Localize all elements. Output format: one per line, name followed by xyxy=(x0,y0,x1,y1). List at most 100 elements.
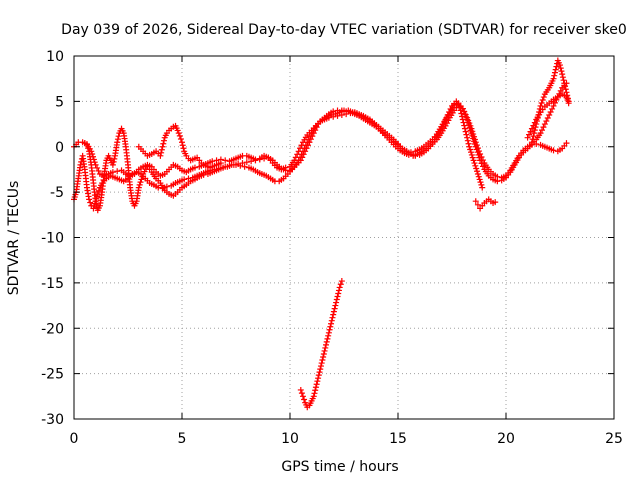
data-point xyxy=(462,128,469,135)
data-point xyxy=(543,118,550,125)
data-point xyxy=(312,384,319,391)
data-point xyxy=(347,110,354,117)
data-point xyxy=(564,97,571,104)
data-point xyxy=(474,149,481,156)
data-point xyxy=(315,375,322,382)
data-point xyxy=(310,393,317,400)
data-point xyxy=(86,196,93,203)
y-tick-labels: 10 5 0 -5 -10 -15 -20 -25 -30 xyxy=(41,49,64,428)
data-point xyxy=(465,121,472,128)
data-point xyxy=(529,136,536,143)
data-point xyxy=(546,111,553,118)
data-point xyxy=(551,99,558,106)
data-point xyxy=(158,146,165,153)
data-point xyxy=(135,184,142,191)
x-axis-label: GPS time / hours xyxy=(281,459,398,475)
data-point xyxy=(537,102,544,109)
data-point xyxy=(163,183,170,190)
data-point xyxy=(322,344,329,351)
data-point xyxy=(463,113,470,120)
data-point xyxy=(460,108,467,115)
data-point xyxy=(181,176,188,183)
data-point xyxy=(83,141,90,148)
data-point xyxy=(469,132,476,139)
x-tick-label: 15 xyxy=(389,431,407,447)
data-point xyxy=(471,138,478,145)
data-point xyxy=(252,157,259,164)
data-point xyxy=(114,136,121,143)
data-point xyxy=(531,119,538,126)
data-point xyxy=(528,125,535,132)
data-point xyxy=(464,119,471,126)
data-point xyxy=(302,142,309,149)
data-point xyxy=(239,160,246,167)
series-track-8 xyxy=(297,278,345,411)
data-point xyxy=(158,149,165,156)
data-point xyxy=(330,113,337,120)
data-point xyxy=(94,164,101,171)
data-point xyxy=(325,332,332,339)
chart-title: Day 039 of 2026, Sidereal Day-to-day VTE… xyxy=(61,22,627,38)
data-point xyxy=(177,136,184,143)
data-point xyxy=(305,136,312,143)
data-point xyxy=(324,335,331,342)
y-tick-label: -30 xyxy=(41,412,64,428)
data-point xyxy=(327,323,334,330)
data-point xyxy=(261,155,268,162)
data-point xyxy=(317,366,324,373)
data-point xyxy=(477,179,484,186)
data-point xyxy=(307,133,314,140)
data-point xyxy=(471,141,478,148)
data-point xyxy=(560,77,567,84)
data-point xyxy=(561,80,568,87)
data-point xyxy=(330,108,337,115)
data-point xyxy=(479,184,486,191)
data-point xyxy=(530,133,537,140)
data-point xyxy=(531,130,538,137)
data-point xyxy=(304,139,311,146)
data-point xyxy=(464,134,471,141)
data-point xyxy=(155,184,162,191)
data-point xyxy=(160,140,167,147)
data-point xyxy=(563,140,570,147)
data-point xyxy=(334,112,341,119)
data-point xyxy=(468,130,475,137)
data-point xyxy=(323,341,329,348)
axis-ticks xyxy=(73,55,615,420)
data-point xyxy=(315,372,322,379)
data-point xyxy=(538,99,545,106)
data-point xyxy=(330,311,337,318)
y-tick-label: -20 xyxy=(41,321,64,337)
data-point xyxy=(473,146,480,153)
data-point xyxy=(524,134,531,141)
data-point xyxy=(563,93,570,100)
data-point xyxy=(174,127,181,134)
data-point xyxy=(319,357,326,364)
data-point xyxy=(492,199,499,206)
data-point xyxy=(138,176,145,183)
data-point xyxy=(316,369,323,376)
data-point xyxy=(562,86,569,93)
data-point xyxy=(176,132,183,139)
data-point xyxy=(85,145,92,152)
data-point xyxy=(478,160,485,167)
data-point xyxy=(110,158,117,165)
data-point xyxy=(544,115,551,122)
data-point xyxy=(338,111,345,118)
data-point xyxy=(465,140,472,147)
data-point xyxy=(109,161,116,168)
series-track-4 xyxy=(135,122,224,171)
data-point xyxy=(180,145,187,152)
data-point xyxy=(558,68,565,75)
data-point xyxy=(464,116,471,123)
data-point xyxy=(87,199,94,206)
data-point xyxy=(459,105,466,112)
data-point xyxy=(200,171,207,178)
data-point xyxy=(479,163,486,170)
data-point xyxy=(550,75,557,82)
data-point xyxy=(179,142,186,149)
data-point xyxy=(318,360,325,367)
data-point xyxy=(114,168,121,175)
data-point xyxy=(94,190,101,197)
data-point xyxy=(557,87,564,94)
